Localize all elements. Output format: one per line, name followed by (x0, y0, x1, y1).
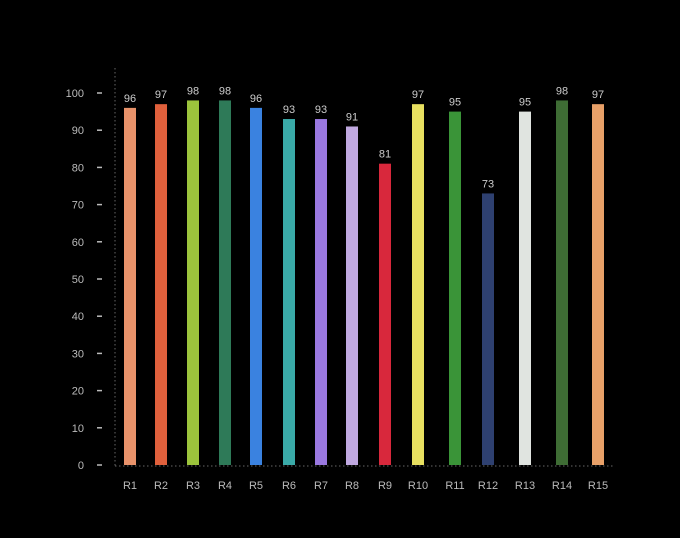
data-label: 95 (519, 97, 531, 109)
x-tick-label: R11 (445, 480, 464, 492)
x-tick-label: R5 (249, 480, 263, 492)
x-tick-label: R10 (408, 480, 428, 492)
y-tick-label: 50 (72, 274, 84, 286)
x-tick-label: R14 (552, 480, 572, 492)
x-tick-label: R6 (282, 480, 296, 492)
x-tick-label: R13 (515, 480, 535, 492)
bar-r4 (219, 100, 231, 465)
data-label: 97 (592, 89, 604, 101)
bar-r11 (449, 111, 461, 465)
bar-r6 (283, 119, 295, 465)
data-label: 95 (449, 97, 461, 109)
bar-r3 (187, 100, 199, 465)
y-tick-label: 100 (66, 88, 84, 100)
bar-r10 (412, 104, 424, 465)
bar-r2 (155, 104, 167, 465)
x-tick-label: R7 (314, 480, 328, 492)
y-tick-label: 30 (72, 348, 84, 360)
bar-r5 (250, 107, 262, 465)
x-tick-label: R2 (154, 480, 168, 492)
data-label: 96 (124, 93, 136, 105)
y-tick-label: 40 (72, 311, 84, 323)
x-tick-label: R1 (123, 480, 137, 492)
y-tick-label: 20 (72, 386, 84, 398)
data-label: 96 (250, 93, 262, 105)
y-tick-label: 0 (78, 460, 84, 472)
data-label: 97 (412, 89, 424, 101)
bar-r9 (379, 163, 391, 465)
bar-r7 (315, 119, 327, 465)
data-label: 93 (283, 104, 295, 116)
data-label: 98 (556, 85, 568, 97)
bar-r1 (124, 107, 136, 465)
y-tick-label: 80 (72, 162, 84, 174)
y-tick-label: 60 (72, 237, 84, 249)
x-tick-label: R3 (186, 480, 200, 492)
bar-r12 (482, 193, 494, 465)
x-tick-label: R15 (588, 480, 608, 492)
data-label: 93 (315, 104, 327, 116)
data-label: 98 (187, 85, 199, 97)
y-tick-label: 90 (72, 125, 84, 137)
y-tick-label: 10 (72, 423, 84, 435)
bar-r13 (519, 111, 531, 465)
bar-r8 (346, 126, 358, 465)
x-tick-label: R9 (378, 480, 392, 492)
data-label: 81 (379, 149, 391, 161)
y-tick-label: 70 (72, 200, 84, 212)
x-tick-label: R8 (345, 480, 359, 492)
data-label: 73 (482, 178, 494, 190)
data-label: 91 (346, 111, 358, 123)
data-label: 97 (155, 89, 167, 101)
x-tick-label: R12 (478, 480, 498, 492)
bar-r14 (556, 100, 568, 465)
bar-r15 (592, 104, 604, 465)
x-tick-label: R4 (218, 480, 232, 492)
data-label: 98 (219, 85, 231, 97)
